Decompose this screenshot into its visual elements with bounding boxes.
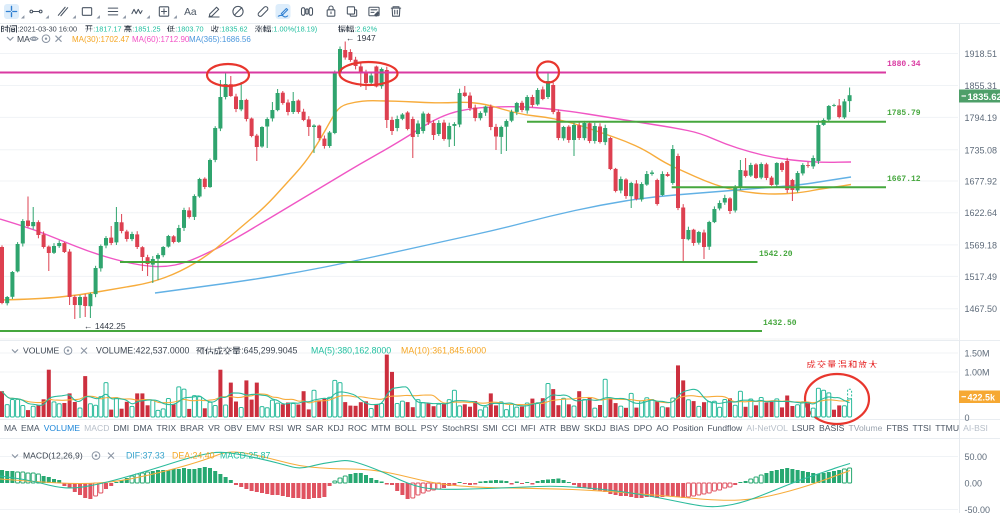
svg-text:FTBS: FTBS xyxy=(887,423,909,433)
svg-text:KDJ: KDJ xyxy=(328,423,344,433)
svg-text:DMI: DMI xyxy=(113,423,129,433)
svg-text:1.00M: 1.00M xyxy=(965,368,990,378)
svg-text:Fundflow: Fundflow xyxy=(707,423,743,433)
svg-text:MACD: MACD xyxy=(84,423,109,433)
svg-text:DPO: DPO xyxy=(634,423,653,433)
svg-text::2021-03-30 16:00: :2021-03-30 16:00 xyxy=(17,24,77,33)
svg-text:AI-BSI: AI-BSI xyxy=(963,423,988,433)
svg-text:DIF:37.33: DIF:37.33 xyxy=(126,451,165,461)
svg-text:VR: VR xyxy=(208,423,220,433)
svg-text:PSY: PSY xyxy=(421,423,438,433)
svg-text:-50.00: -50.00 xyxy=(965,505,991,513)
svg-text:1855.31: 1855.31 xyxy=(965,81,998,91)
svg-text:EMV: EMV xyxy=(246,423,265,433)
svg-text:Position: Position xyxy=(673,423,704,433)
svg-text:1542.20: 1542.20 xyxy=(759,250,793,259)
svg-text:VOLUME: VOLUME xyxy=(44,423,81,433)
svg-text:ATR: ATR xyxy=(540,423,557,433)
svg-text:← 1947: ← 1947 xyxy=(346,33,376,43)
svg-text:StochRSI: StochRSI xyxy=(442,423,478,433)
svg-text:1794.19: 1794.19 xyxy=(965,113,998,123)
svg-text:1517.49: 1517.49 xyxy=(965,272,998,282)
svg-text:50.00: 50.00 xyxy=(965,452,988,462)
svg-text:DMA: DMA xyxy=(133,423,152,433)
svg-text:1785.79: 1785.79 xyxy=(887,109,921,118)
svg-text:1622.64: 1622.64 xyxy=(965,208,998,218)
svg-text:← 1442.25: ← 1442.25 xyxy=(84,321,126,331)
svg-text:TTMU: TTMU xyxy=(935,423,959,433)
svg-text:SMI: SMI xyxy=(483,423,498,433)
svg-text:BOLL: BOLL xyxy=(395,423,417,433)
svg-text:MACD:25.87: MACD:25.87 xyxy=(220,451,270,461)
svg-text:1432.50: 1432.50 xyxy=(763,319,797,328)
svg-text:1735.08: 1735.08 xyxy=(965,145,998,155)
svg-text:SKDJ: SKDJ xyxy=(584,423,606,433)
svg-text::2.62%: :2.62% xyxy=(354,24,377,33)
svg-text:TRIX: TRIX xyxy=(157,423,177,433)
svg-text:MA: MA xyxy=(4,423,17,433)
svg-text:MA(10):361,845.6000: MA(10):361,845.6000 xyxy=(401,346,486,356)
svg-text:RSI: RSI xyxy=(269,423,283,433)
svg-text:CCI: CCI xyxy=(502,423,517,433)
svg-text:AI-NetVOL: AI-NetVOL xyxy=(746,423,788,433)
svg-text:ROC: ROC xyxy=(348,423,367,433)
svg-text:1835.62: 1835.62 xyxy=(968,92,1000,103)
svg-text:MTM: MTM xyxy=(371,423,391,433)
svg-text:BBW: BBW xyxy=(560,423,580,433)
svg-text:VOLUME:422,537.0000: VOLUME:422,537.0000 xyxy=(96,346,190,356)
svg-text:WR: WR xyxy=(287,423,301,433)
svg-text:MA: MA xyxy=(17,34,30,44)
svg-text:AO: AO xyxy=(656,423,669,433)
svg-text:422.5k: 422.5k xyxy=(968,393,997,403)
svg-text:DEA:24.40: DEA:24.40 xyxy=(172,451,215,461)
svg-text:Aa: Aa xyxy=(184,7,197,18)
svg-text:1918.51: 1918.51 xyxy=(965,49,998,59)
svg-text::645,299.9045: :645,299.9045 xyxy=(241,346,297,356)
svg-text:MA(5):380,162.8000: MA(5):380,162.8000 xyxy=(311,346,391,356)
svg-text:MACD(12,26,9): MACD(12,26,9) xyxy=(23,451,83,461)
svg-text:VOLUME: VOLUME xyxy=(23,346,60,356)
svg-text:0.00: 0.00 xyxy=(965,479,983,489)
svg-text:MFI: MFI xyxy=(521,423,536,433)
svg-text:BRAR: BRAR xyxy=(180,423,204,433)
svg-text:1.50M: 1.50M xyxy=(965,349,990,359)
svg-text:1467.50: 1467.50 xyxy=(965,304,998,314)
svg-text::1835.62: :1835.62 xyxy=(219,24,247,33)
svg-text:TTSI: TTSI xyxy=(913,423,932,433)
svg-text:EMA: EMA xyxy=(21,423,40,433)
svg-text:TVolume: TVolume xyxy=(849,423,883,433)
svg-text:1677.92: 1677.92 xyxy=(965,177,998,187)
svg-text:0: 0 xyxy=(965,413,970,423)
svg-text::1.00%(18.19): :1.00%(18.19) xyxy=(271,24,317,33)
svg-text::1817.17: :1817.17 xyxy=(93,24,121,33)
svg-text:MA(60):1712.90: MA(60):1712.90 xyxy=(132,35,190,44)
svg-text:SAR: SAR xyxy=(306,423,324,433)
svg-text:LSUR: LSUR xyxy=(792,423,815,433)
svg-text::1803.70: :1803.70 xyxy=(175,24,203,33)
svg-text:1667.12: 1667.12 xyxy=(887,175,921,184)
svg-text:MA(30):1702.47: MA(30):1702.47 xyxy=(72,35,130,44)
svg-text:BIAS: BIAS xyxy=(610,423,630,433)
svg-text:1880.34: 1880.34 xyxy=(887,60,921,69)
svg-text:MA(365):1686.56: MA(365):1686.56 xyxy=(189,35,251,44)
svg-text:1569.18: 1569.18 xyxy=(965,240,998,250)
svg-text:BASIS: BASIS xyxy=(819,423,845,433)
svg-text:OBV: OBV xyxy=(224,423,242,433)
svg-text::1851.25: :1851.25 xyxy=(132,24,160,33)
